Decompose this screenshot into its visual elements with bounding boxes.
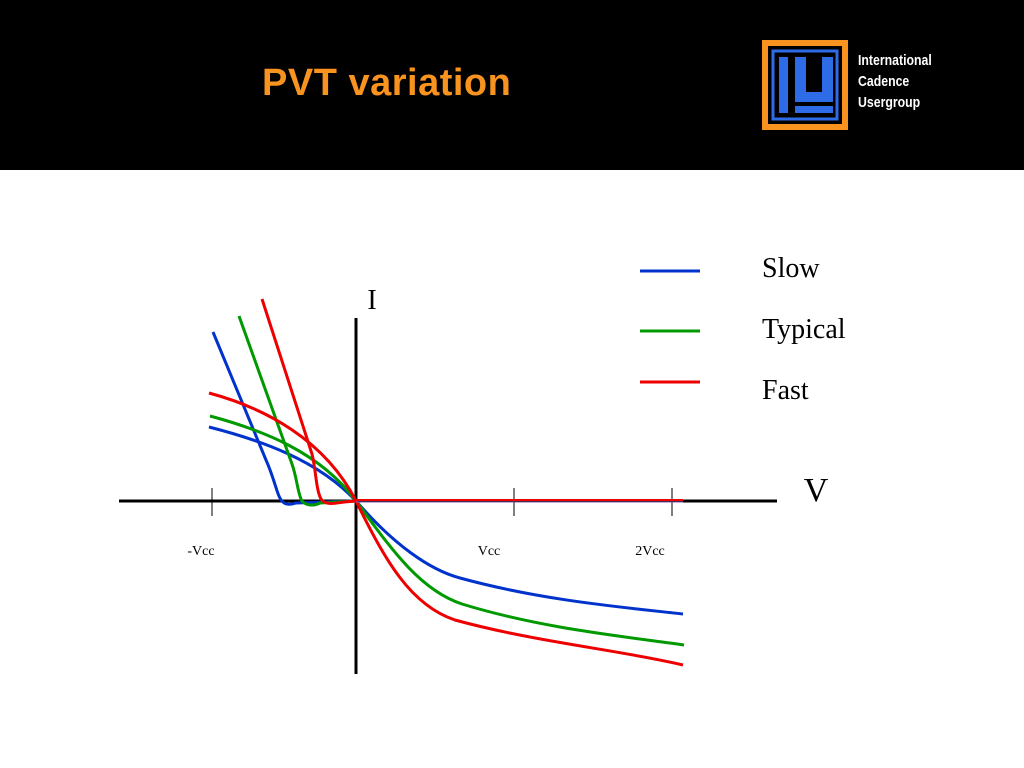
curve-slow-steep bbox=[211, 331, 357, 506]
curve-slow-soft bbox=[208, 425, 684, 616]
legend-label-typical: Typical bbox=[762, 314, 846, 345]
legend: Slow Typical Fast bbox=[640, 253, 846, 406]
icu-logo: International Cadence Usergroup bbox=[762, 40, 962, 132]
legend-label-fast: Fast bbox=[762, 375, 809, 406]
x-axis-label: V bbox=[804, 472, 829, 509]
tick-label-2vcc: 2Vcc bbox=[635, 544, 665, 559]
tick-label-vcc: Vcc bbox=[478, 544, 501, 559]
logo-line-usergroup: Usergroup bbox=[858, 94, 921, 111]
curve-typical-soft bbox=[209, 414, 685, 647]
icu-logo-icon bbox=[762, 40, 848, 130]
curve-fast-soft bbox=[208, 391, 684, 667]
iv-diagram: -Vcc Vcc 2Vcc I V Slow Typical Fast bbox=[119, 253, 846, 674]
logo-text: International Cadence Usergroup bbox=[858, 50, 932, 113]
curve-fast-steep bbox=[260, 298, 357, 505]
curve-typical-steep bbox=[237, 315, 357, 507]
y-axis-label: I bbox=[367, 285, 376, 316]
legend-label-slow: Slow bbox=[762, 253, 820, 284]
header-bar bbox=[0, 0, 1024, 170]
slide-title: PVT variation bbox=[262, 62, 512, 104]
logo-line-cadence: Cadence bbox=[858, 73, 910, 90]
tick-label-neg-vcc: -Vcc bbox=[187, 544, 214, 559]
logo-line-international: International bbox=[858, 52, 932, 69]
